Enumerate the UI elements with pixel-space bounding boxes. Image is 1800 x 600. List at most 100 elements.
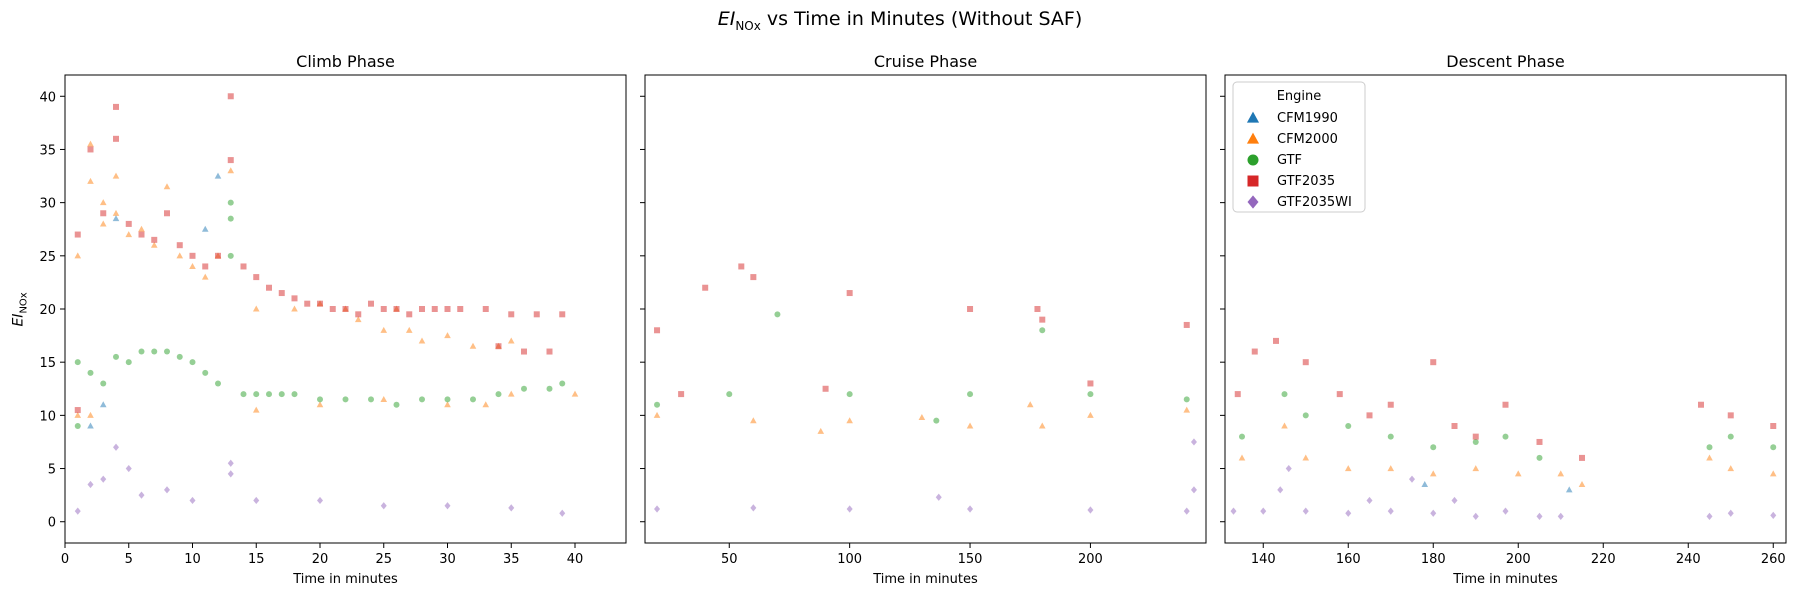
data-point — [702, 284, 709, 291]
data-point — [1387, 433, 1394, 440]
data-point — [393, 401, 400, 408]
data-point — [278, 391, 285, 398]
data-point — [189, 252, 196, 259]
data-point — [176, 242, 183, 249]
y-tick-label: 5 — [48, 463, 56, 478]
data-point — [99, 220, 107, 227]
data-point — [1429, 470, 1437, 477]
y-tick-label: 25 — [39, 250, 56, 265]
data-point — [1087, 506, 1094, 514]
legend: Engine CFM1990 CFM2000 GTF GTF2035 GTF2035WI — [1232, 81, 1366, 213]
data-point — [559, 311, 566, 318]
data-point — [1430, 509, 1437, 517]
data-point — [253, 391, 260, 398]
data-point — [304, 300, 311, 307]
data-point — [1769, 470, 1777, 477]
data-point — [113, 103, 119, 110]
data-point — [495, 343, 502, 350]
data-point — [189, 263, 196, 270]
data-point — [202, 263, 209, 270]
data-point — [507, 390, 515, 397]
data-point — [125, 231, 133, 238]
data-point — [354, 316, 362, 323]
y-tick-label: 20 — [39, 303, 56, 318]
data-point — [1302, 454, 1310, 461]
data-point — [418, 337, 426, 344]
data-point — [521, 385, 527, 392]
data-point — [1239, 433, 1245, 440]
data-point — [113, 135, 119, 142]
data-point — [380, 395, 388, 402]
data-point — [1727, 433, 1734, 440]
data-point — [99, 199, 107, 206]
x-tick-label: 240 — [1676, 552, 1701, 567]
data-point — [1183, 321, 1190, 328]
legend-label-gtf: GTF — [1277, 153, 1302, 168]
data-point — [253, 496, 260, 505]
data-point — [444, 332, 451, 339]
data-point — [1451, 423, 1458, 429]
data-point — [125, 220, 132, 227]
data-point — [87, 411, 94, 418]
data-point — [1706, 444, 1713, 451]
data-point — [1502, 507, 1509, 515]
data-point — [227, 157, 234, 164]
data-point — [1770, 423, 1777, 429]
data-point — [176, 353, 183, 360]
data-point — [316, 401, 324, 408]
data-point — [559, 509, 566, 517]
data-point — [1039, 327, 1046, 334]
data-point — [150, 241, 158, 248]
data-point — [419, 306, 425, 312]
data-point — [507, 337, 515, 344]
series-gtf2035wi — [74, 443, 566, 517]
data-point — [846, 290, 853, 297]
series-gtf2035 — [1234, 337, 1777, 461]
x-tick-label: 15 — [248, 552, 265, 567]
series-gtf2035 — [74, 93, 566, 414]
x-tick-label: 100 — [837, 552, 862, 567]
x-tick-label: 50 — [721, 552, 738, 567]
data-point — [726, 391, 733, 398]
data-point — [215, 252, 221, 259]
data-point — [240, 391, 247, 398]
data-point — [1557, 512, 1564, 521]
data-point — [151, 236, 158, 243]
y-tick-label: 40 — [39, 90, 56, 105]
legend-marker-gtf — [1247, 154, 1259, 166]
data-point — [164, 486, 170, 494]
series-cfm1990 — [1421, 481, 1573, 493]
data-point — [1285, 464, 1292, 473]
series-cfm2000 — [74, 140, 579, 418]
y-tick-label: 35 — [39, 143, 56, 158]
data-point — [1034, 306, 1041, 312]
data-point — [393, 306, 400, 312]
data-point — [1387, 507, 1394, 515]
data-point — [368, 300, 374, 307]
data-point — [227, 252, 234, 259]
data-point — [1087, 380, 1094, 387]
data-point — [933, 417, 940, 424]
data-point — [1421, 481, 1429, 488]
panel-descent-phase: 140 160 180 200 220 240 260 Time in minutes Desc… — [1220, 52, 1787, 587]
axes-frame — [644, 74, 1207, 544]
x-tick-label: 260 — [1761, 552, 1786, 567]
data-point — [846, 417, 853, 424]
x-tick-label: 40 — [567, 552, 584, 567]
data-point — [1502, 401, 1509, 408]
data-point — [1336, 391, 1343, 398]
data-point — [252, 305, 260, 312]
data-point — [431, 306, 438, 312]
data-point — [750, 417, 757, 424]
panel-climb-phase: 0 5 10 15 20 25 30 35 40 Time in minutes 0 5 10 15 20 2… — [39, 52, 627, 587]
data-point — [1087, 411, 1094, 418]
data-point — [278, 290, 285, 297]
data-point — [1345, 423, 1352, 429]
data-point — [1183, 507, 1190, 515]
data-point — [100, 475, 107, 483]
data-point — [1451, 496, 1458, 505]
data-point — [967, 391, 974, 398]
data-point — [1087, 391, 1094, 398]
data-point — [1366, 496, 1373, 505]
